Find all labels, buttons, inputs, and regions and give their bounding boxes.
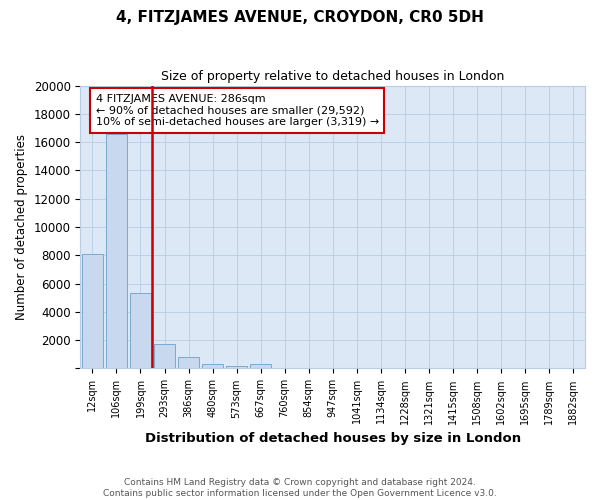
Text: 4, FITZJAMES AVENUE, CROYDON, CR0 5DH: 4, FITZJAMES AVENUE, CROYDON, CR0 5DH [116, 10, 484, 25]
Text: 4 FITZJAMES AVENUE: 286sqm
← 90% of detached houses are smaller (29,592)
10% of : 4 FITZJAMES AVENUE: 286sqm ← 90% of deta… [95, 94, 379, 127]
Bar [250, 364, 271, 368]
Bar [82, 254, 103, 368]
Y-axis label: Number of detached properties: Number of detached properties [15, 134, 28, 320]
Bar [202, 364, 223, 368]
Title: Size of property relative to detached houses in London: Size of property relative to detached ho… [161, 70, 505, 83]
Bar [106, 134, 127, 368]
Text: Contains HM Land Registry data © Crown copyright and database right 2024.
Contai: Contains HM Land Registry data © Crown c… [103, 478, 497, 498]
X-axis label: Distribution of detached houses by size in London: Distribution of detached houses by size … [145, 432, 521, 445]
Bar [130, 294, 151, 368]
Bar [154, 344, 175, 368]
Bar [226, 366, 247, 368]
Bar [178, 358, 199, 368]
